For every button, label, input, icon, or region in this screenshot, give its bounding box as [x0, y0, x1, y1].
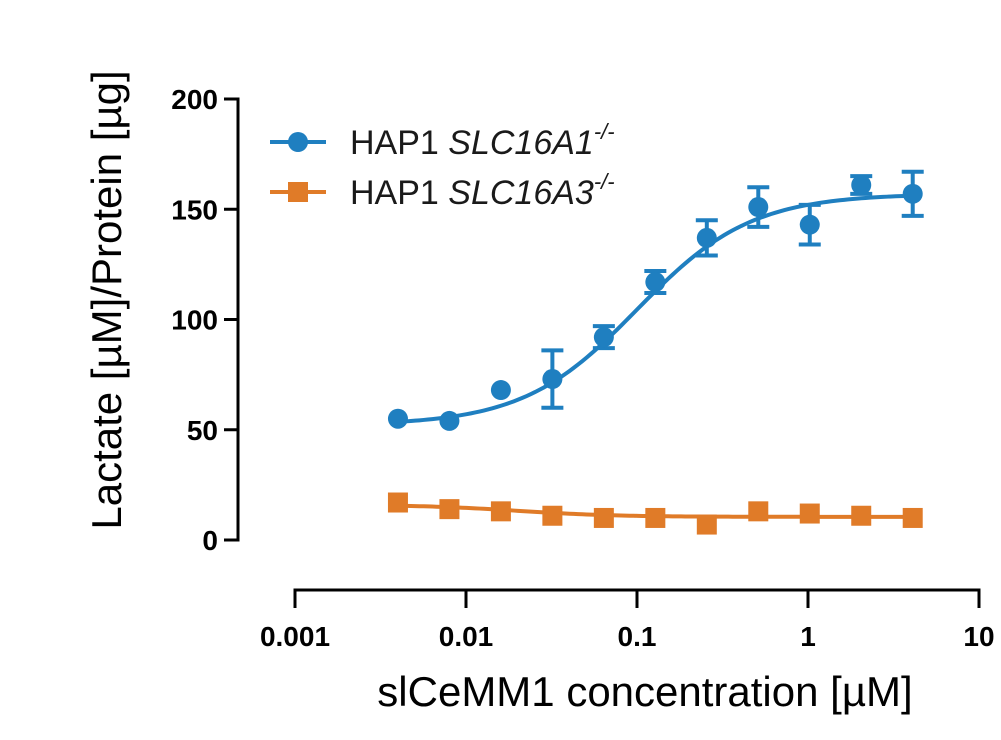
y-tick-label: 200: [171, 84, 218, 115]
y-tick-label: 100: [171, 305, 218, 336]
data-point: [439, 410, 460, 431]
data-point: [542, 505, 563, 526]
legend-label: HAP1 SLC16A3-/-: [350, 169, 615, 212]
data-point: [799, 503, 820, 524]
x-tick-label: 0.01: [439, 621, 494, 652]
y-tick-label: 50: [187, 415, 218, 446]
data-point: [645, 272, 666, 293]
data-point: [593, 327, 614, 348]
data-point: [902, 507, 923, 528]
x-axis-title: slCeMM1 concentration [µM]: [377, 668, 912, 715]
data-point: [490, 501, 511, 522]
data-point: [696, 514, 717, 535]
data-point: [387, 492, 408, 513]
data-point: [851, 505, 872, 526]
legend-label: HAP1 SLC16A1-/-: [350, 119, 615, 162]
legend-gene: SLC16A1: [448, 124, 594, 162]
legend-gene: SLC16A3: [448, 174, 594, 212]
y-tick-label: 150: [171, 194, 218, 225]
x-tick-label: 10: [963, 621, 994, 652]
legend-prefix: HAP1: [350, 174, 448, 212]
data-point: [645, 507, 666, 528]
x-tick-label: 0.1: [618, 621, 657, 652]
legend-superscript: -/-: [594, 169, 615, 194]
data-point: [490, 380, 511, 401]
legend-prefix: HAP1: [350, 124, 448, 162]
x-tick-label: 1: [800, 621, 816, 652]
data-point: [902, 183, 923, 204]
data-point: [542, 369, 563, 390]
legend-marker: [288, 132, 308, 152]
x-tick-label: 0.001: [260, 621, 330, 652]
data-point: [593, 507, 614, 528]
data-point: [439, 499, 460, 520]
data-point: [696, 227, 717, 248]
data-point: [799, 214, 820, 235]
legend: HAP1 SLC16A1-/-HAP1 SLC16A3-/-: [270, 119, 615, 212]
data-point: [851, 174, 872, 195]
data-points: [387, 169, 924, 535]
legend-superscript: -/-: [594, 119, 615, 144]
fit-curve: [395, 193, 915, 424]
fit-curves: [395, 193, 915, 519]
data-point: [748, 501, 769, 522]
legend-marker: [288, 182, 308, 202]
data-point: [748, 197, 769, 218]
y-axis-title: Lactate [µM]/Protein [µg]: [83, 70, 130, 529]
axes: 0 50 100 150 200 0.001 0.01 0.1 1 10 slCeMM1 conce…: [83, 70, 995, 715]
data-point: [387, 408, 408, 429]
y-tick-label: 0: [202, 525, 218, 556]
